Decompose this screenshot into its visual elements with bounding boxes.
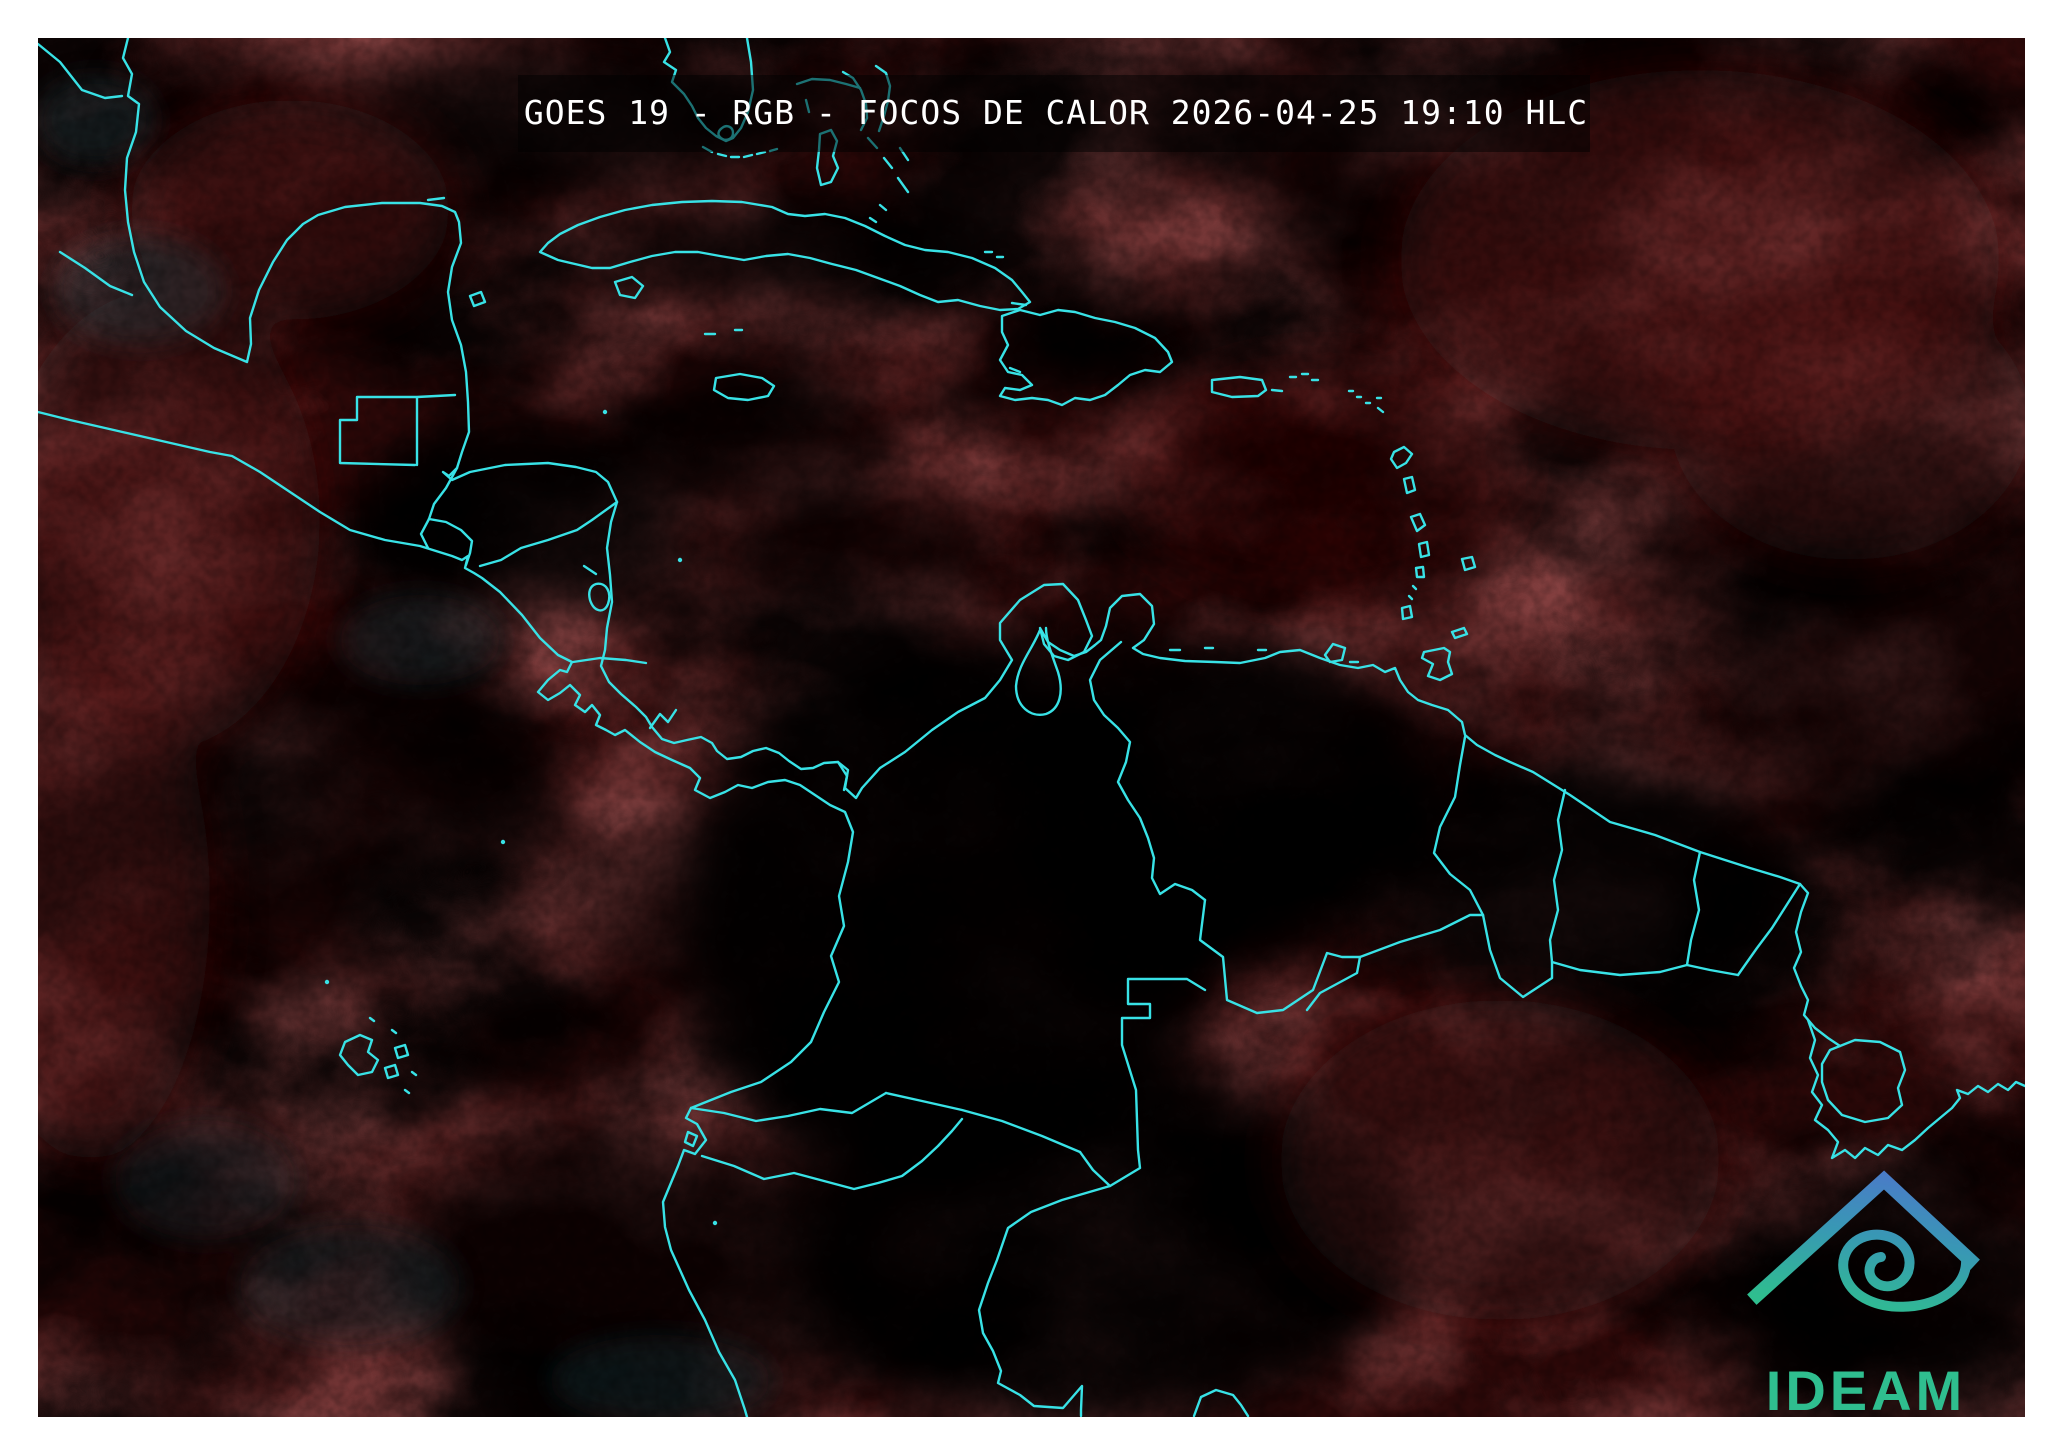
ideam-logo: IDEAM [1747,1170,1980,1417]
map-title: GOES 19 - RGB - FOCOS DE CALOR 2026-04-2… [524,93,1588,132]
map-features [38,38,2025,1417]
island-hispaniola [998,308,1174,407]
islands-leeward [1347,389,1385,414]
border-guatemala-honduras [427,466,459,521]
title-band [518,75,1590,152]
border-panama-colombia [836,760,849,792]
border-nicaragua-costarica [571,656,648,665]
coast-pacific-centralamerica-south-america [38,410,855,1417]
islands-grenadines [1407,584,1418,601]
island-tobago [1450,626,1469,640]
satellite-map: GOES 19 - RGB - FOCOS DE CALOR 2026-04-2… [38,38,2025,1417]
title-overlay: GOES 19 - RGB - FOCOS DE CALOR 2026-04-2… [518,75,1590,152]
heat-spot-dot [602,409,608,415]
border-guatemala-elsalvador [419,517,431,550]
border-colombia-peru-putumayo [884,1091,1082,1154]
island-cuba [538,199,1032,312]
border-guyana-suriname [1548,788,1567,964]
border-amazonas-zigzag [1198,898,1362,1015]
heat-spot-dot [324,979,330,985]
islands-galapagos [338,1016,418,1095]
heat-spot-dot [500,839,506,845]
border-costarica-panama [648,708,678,730]
coast-mexico-yucatan-centralamerica-colombia-venezuela-guianas [121,38,1842,1048]
island-trinidad [1420,646,1454,682]
islands-virgin [1270,372,1320,393]
island-puna [683,1130,699,1148]
island-dominica [1402,475,1417,495]
island-isla-juventud [613,275,645,300]
border-ecuador-peru [700,1117,964,1191]
border-peten-guatemala-mexico-belize [338,393,457,467]
island-marajo [1820,1038,1907,1124]
ideam-spiral-icon [1838,1229,1972,1312]
heat-spot-dots [324,409,718,1226]
grain-texture [38,38,2025,1417]
border-frenchguiana-brazil [1736,882,1802,977]
island-cozumel [468,290,487,308]
island-grenada [1400,604,1414,621]
border-guyana-brazil [1481,913,1740,999]
lake-maracaibo [1014,626,1062,716]
border-colombia-brazil-staircase [1078,977,1207,1188]
lake-managua [582,564,598,576]
island-jamaica [712,372,776,402]
island-puerto-rico [1210,375,1268,399]
island-guadeloupe [1389,445,1414,470]
islands-turks-caicos [983,250,1005,259]
border-colombia-venezuela [1088,640,1207,902]
border-honduras-nicaragua [478,500,619,568]
islands-venezuela-cays [1168,646,1360,664]
heat-spot-dot [677,557,683,563]
border-venezuela-guyana [1432,735,1485,917]
coast-amazon-mouth-brazil-north [1806,1018,2025,1160]
ideam-roof-icon [1747,1170,1980,1305]
island-margarita [1323,642,1347,664]
island-st-vincent [1414,565,1426,579]
heat-spot-dot [712,1220,718,1226]
islands-cayman [703,328,744,336]
island-martinique [1409,512,1427,533]
rivers-mexico-interior [38,42,134,297]
ideam-logo-text: IDEAM [1766,1359,1966,1417]
island-st-lucia [1417,540,1431,559]
island-barbados [1460,555,1477,572]
border-suriname-frenchguiana [1685,850,1702,967]
island-holbox [426,196,446,202]
border-venezuela-brazil-east [1358,913,1485,959]
lake-nicaragua [588,582,611,612]
border-ecuador-colombia [689,1091,888,1123]
islands-gonave-tortuga [1008,301,1028,374]
border-elsalvador-honduras [427,517,474,567]
border-peru-brazil-javari [977,1184,1112,1417]
border-bottom-edge-wiggle [1192,1388,1250,1417]
